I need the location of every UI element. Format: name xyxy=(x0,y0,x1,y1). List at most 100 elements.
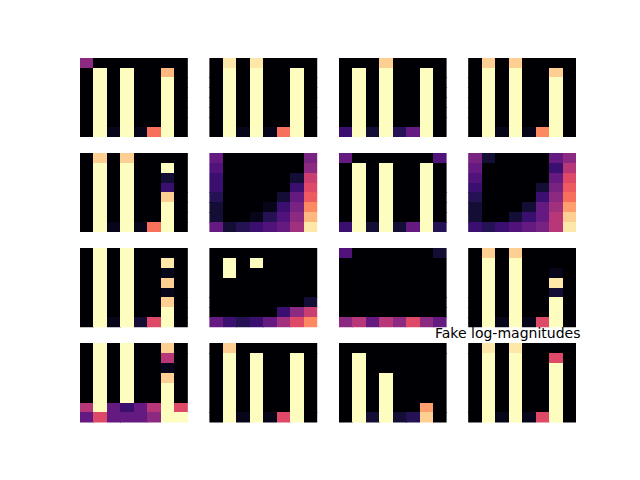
heatmap-cell xyxy=(209,317,223,327)
heatmap-cell xyxy=(406,373,420,383)
heatmap-cell xyxy=(223,248,237,258)
heatmap-cell xyxy=(263,117,277,127)
heatmap-cell xyxy=(236,297,250,307)
heatmap-cell xyxy=(174,343,187,353)
heatmap-cell xyxy=(263,248,277,258)
heatmap-cell xyxy=(509,222,523,232)
heatmap-cell xyxy=(223,403,237,413)
heatmap-cell xyxy=(522,163,536,173)
heatmap-cell xyxy=(250,192,264,202)
heatmap-cell xyxy=(277,77,291,87)
heatmap-cell xyxy=(563,258,576,268)
heatmap-cell xyxy=(80,373,94,383)
heatmap-cell xyxy=(379,192,393,202)
heatmap-cell xyxy=(161,317,175,327)
heatmap-cell xyxy=(93,403,107,413)
heatmap-cell xyxy=(304,363,317,373)
heatmap-cell xyxy=(522,68,536,78)
heatmap-cell xyxy=(236,192,250,202)
heatmap-cell xyxy=(209,353,223,363)
heatmap-cell xyxy=(209,212,223,222)
heatmap-cell xyxy=(379,258,393,268)
heatmap-cell xyxy=(352,222,366,232)
heatmap-cell xyxy=(161,307,175,317)
heatmap-cell xyxy=(379,278,393,288)
heatmap-cell xyxy=(509,173,523,183)
heatmap-cell xyxy=(80,403,94,413)
heatmap-cell xyxy=(304,278,317,288)
heatmap-cell xyxy=(250,393,264,403)
heatmap-cell xyxy=(522,403,536,413)
heatmap-cell xyxy=(509,127,523,137)
heatmap-cell xyxy=(549,202,563,212)
heatmap-cell xyxy=(147,412,161,422)
heatmap-cell xyxy=(93,317,107,327)
heatmap-cell xyxy=(393,383,407,393)
heatmap-cell xyxy=(366,127,380,137)
heatmap-cell xyxy=(304,222,317,232)
heatmap-cell xyxy=(147,163,161,173)
heatmap-cell xyxy=(80,317,94,327)
heatmap-cell xyxy=(161,212,175,222)
heatmap-cell xyxy=(420,68,434,78)
heatmap-cell xyxy=(549,393,563,403)
heatmap-cell xyxy=(366,412,380,422)
heatmap-cell xyxy=(433,163,446,173)
heatmap-cell xyxy=(250,68,264,78)
heatmap-cell xyxy=(174,412,187,422)
heatmap-cell xyxy=(468,163,482,173)
heatmap-cell xyxy=(250,373,264,383)
heatmap-cell xyxy=(433,343,446,353)
heatmap-cell xyxy=(366,153,380,163)
heatmap-cell xyxy=(304,173,317,183)
heatmap-cell xyxy=(174,153,187,163)
heatmap-cell xyxy=(277,288,291,298)
heatmap-cell xyxy=(563,403,576,413)
heatmap-cell xyxy=(406,202,420,212)
heatmap-cell xyxy=(549,343,563,353)
heatmap-cell xyxy=(339,212,353,222)
heatmap-cell xyxy=(482,222,496,232)
heatmap-cell xyxy=(522,412,536,422)
heatmap-cell xyxy=(107,117,121,127)
heatmap-cell xyxy=(93,68,107,78)
heatmap-cell xyxy=(522,268,536,278)
heatmap-cell xyxy=(468,383,482,393)
heatmap-cell xyxy=(174,393,187,403)
heatmap-cell xyxy=(223,222,237,232)
heatmap-cell xyxy=(509,353,523,363)
heatmap-cell xyxy=(107,222,121,232)
heatmap-cell xyxy=(549,163,563,173)
heatmap-cell xyxy=(549,412,563,422)
heatmap-cell xyxy=(468,353,482,363)
heatmap-cell xyxy=(263,222,277,232)
heatmap-cell xyxy=(290,58,304,68)
heatmap-cell xyxy=(236,127,250,137)
heatmap-cell xyxy=(563,163,576,173)
heatmap-cell xyxy=(147,317,161,327)
heatmap-cell xyxy=(120,288,134,298)
heatmap-cell xyxy=(174,173,187,183)
heatmap-cell xyxy=(93,163,107,173)
heatmap-cell xyxy=(379,317,393,327)
heatmap-cell xyxy=(209,288,223,298)
heatmap-cell xyxy=(147,212,161,222)
heatmap-cell xyxy=(522,383,536,393)
heatmap-cell xyxy=(482,117,496,127)
heatmap-cell xyxy=(80,383,94,393)
heatmap-cell xyxy=(277,202,291,212)
heatmap-cell xyxy=(393,403,407,413)
heatmap-cell xyxy=(536,307,550,317)
heatmap-cell xyxy=(277,258,291,268)
heatmap-cell xyxy=(339,317,353,327)
heatmap-cell xyxy=(522,212,536,222)
heatmap-cell xyxy=(80,412,94,422)
heatmap-cell xyxy=(393,222,407,232)
heatmap-cell xyxy=(236,353,250,363)
heatmap-cell xyxy=(406,212,420,222)
heatmap-cell xyxy=(522,363,536,373)
heatmap-cell xyxy=(277,173,291,183)
heatmap-cell xyxy=(393,127,407,137)
heatmap-cell xyxy=(250,127,264,137)
heatmap-cell xyxy=(161,68,175,78)
